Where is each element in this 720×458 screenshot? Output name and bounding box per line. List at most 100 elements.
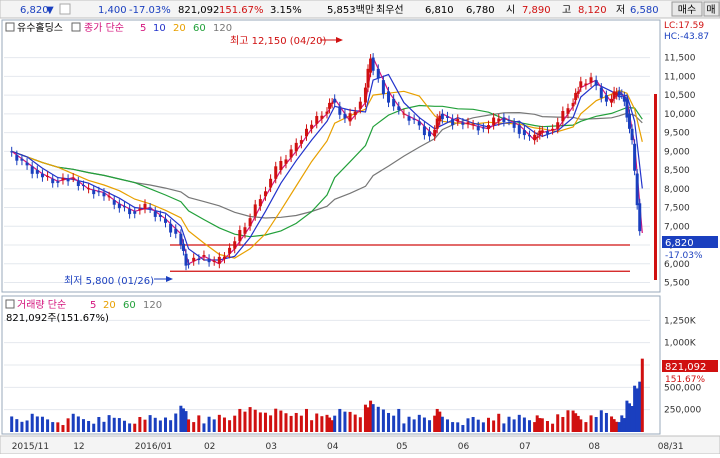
candle-body bbox=[571, 102, 575, 107]
candle-body bbox=[10, 151, 14, 153]
candle-body bbox=[138, 208, 142, 211]
volume-bar bbox=[476, 419, 480, 432]
volume-panel-menu-icon[interactable] bbox=[5, 299, 15, 309]
candle-body bbox=[25, 162, 29, 166]
price-dropdown[interactable] bbox=[59, 3, 71, 15]
candle-body bbox=[617, 91, 621, 96]
candle-body bbox=[630, 128, 634, 141]
candle-body bbox=[128, 208, 132, 215]
candle-body bbox=[574, 92, 578, 101]
candle-body bbox=[66, 178, 70, 182]
candle-body bbox=[343, 113, 347, 119]
volume-bar bbox=[233, 415, 237, 432]
candle-body bbox=[604, 95, 608, 102]
volume-bar bbox=[435, 408, 439, 432]
volume-bar bbox=[30, 413, 34, 432]
volume-bar bbox=[461, 425, 465, 432]
low-arrow-icon bbox=[166, 276, 173, 282]
price-ma-legend-item: 5 bbox=[140, 23, 146, 34]
price-range-bar[interactable] bbox=[654, 94, 657, 280]
volume-bar bbox=[338, 408, 342, 432]
volume-bar bbox=[497, 413, 501, 432]
x-tick-label: 12 bbox=[73, 442, 84, 452]
candle-body bbox=[174, 228, 178, 234]
candle-body bbox=[599, 87, 603, 98]
volume-bar bbox=[502, 423, 506, 432]
price-panel-menu-icon[interactable] bbox=[5, 22, 15, 32]
hc-value: HC:-43.87 bbox=[664, 32, 709, 42]
volume-bar bbox=[353, 414, 357, 432]
volume-bar bbox=[594, 416, 598, 432]
volume-bar bbox=[181, 408, 185, 432]
candle-body bbox=[476, 126, 480, 131]
volume-bar bbox=[158, 420, 162, 432]
quote-low: 6,580 bbox=[630, 5, 659, 16]
price-tick-label: 8,500 bbox=[664, 166, 690, 176]
volume-bar bbox=[222, 417, 226, 432]
volume-bar bbox=[169, 420, 173, 432]
candle-body bbox=[315, 116, 319, 124]
volume-bar bbox=[561, 416, 565, 432]
candle-body bbox=[181, 243, 185, 251]
volume-bar bbox=[540, 418, 544, 432]
candle-body bbox=[212, 260, 216, 262]
volume-bar bbox=[522, 417, 526, 432]
x-tick-label: 2016/01 bbox=[135, 442, 172, 452]
price-ma-legend-item: 60 bbox=[193, 23, 206, 34]
candle-body bbox=[589, 77, 593, 83]
volume-bar bbox=[333, 415, 337, 432]
price-panel bbox=[1, 19, 661, 293]
candle-body bbox=[407, 116, 411, 121]
volume-bar bbox=[128, 423, 132, 432]
volume-bar bbox=[376, 406, 380, 432]
volume-bar bbox=[61, 425, 65, 432]
volume-tag bbox=[662, 360, 718, 372]
candle-body bbox=[222, 256, 226, 259]
side-button[interactable] bbox=[703, 1, 720, 17]
quote-change-pct: -17.03% bbox=[129, 5, 171, 16]
candle-body bbox=[228, 247, 232, 254]
candle-body bbox=[117, 203, 121, 209]
candle-body bbox=[627, 113, 631, 129]
candle-body bbox=[412, 118, 416, 120]
candle-body bbox=[97, 191, 101, 193]
candle-body bbox=[51, 178, 55, 184]
candle-body bbox=[71, 177, 75, 179]
volume-bar bbox=[197, 415, 201, 432]
stock-dropdown-icon[interactable] bbox=[71, 22, 81, 32]
volume-bar bbox=[20, 421, 24, 432]
volume-bar bbox=[117, 418, 121, 432]
candle-body bbox=[371, 57, 375, 71]
volume-bar bbox=[56, 422, 60, 432]
candle-body bbox=[61, 177, 65, 181]
volume-bar bbox=[528, 420, 532, 432]
quote-volume: 821,092 bbox=[178, 5, 219, 16]
volume-bar bbox=[417, 414, 421, 432]
candle-body bbox=[338, 106, 342, 115]
candle-body bbox=[533, 134, 537, 141]
candle-body bbox=[202, 255, 206, 257]
candle-body bbox=[561, 111, 565, 122]
volume-bar bbox=[604, 412, 608, 432]
quote-price: 6,820 bbox=[20, 5, 49, 16]
x-axis-bar bbox=[0, 435, 720, 455]
price-tick-label: 5,500 bbox=[664, 279, 690, 289]
volume-bar bbox=[148, 415, 152, 432]
volume-bar bbox=[330, 420, 334, 432]
candle-body bbox=[540, 130, 544, 133]
volume-bar bbox=[428, 420, 432, 432]
candle-body bbox=[179, 233, 183, 245]
down-arrow-icon: ▼ bbox=[46, 5, 54, 16]
buy-button[interactable] bbox=[671, 1, 703, 17]
low-annotation: 최저 5,800 (01/26) bbox=[64, 275, 154, 287]
candle-body bbox=[422, 126, 426, 136]
price-tick-label: 11,500 bbox=[664, 54, 696, 64]
candle-body bbox=[566, 108, 570, 114]
volume-bar bbox=[212, 419, 216, 432]
volume-bar bbox=[545, 421, 549, 432]
candle-body bbox=[438, 115, 442, 122]
volume-tick-label: 500,000 bbox=[664, 383, 701, 393]
volume-bar bbox=[371, 404, 375, 432]
volume-bar bbox=[81, 419, 85, 432]
candle-body bbox=[56, 181, 60, 183]
